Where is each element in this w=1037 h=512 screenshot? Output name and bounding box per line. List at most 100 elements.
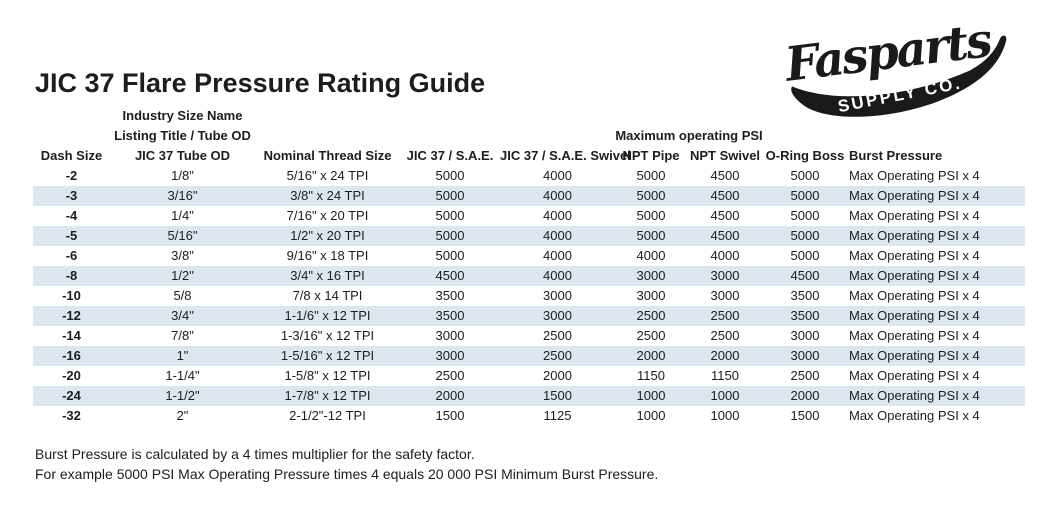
table-cell: 1150 [637,368,665,383]
column-header-row: Dash Size JIC 37 Tube OD Nominal Thread Si… [33,146,1025,166]
table-cell: 5/16" x 24 TPI [286,168,369,183]
table-cell: 4500 [435,268,465,283]
table-cell: 4500 [710,228,740,243]
industry-size-name-header: Industry Size Name [122,108,243,123]
table-cell: 4000 [710,248,740,263]
table-cell: -8 [65,268,78,283]
table-cell: 1500 [543,388,572,403]
table-cell: 5000 [435,208,465,223]
table-row: -3 3/16" 3/8" x 24 TPI 5000 4000 5000 4500 5000… [33,186,1025,206]
table-cell: Max Operating PSI x 4 [849,288,980,303]
table-cell: 2500 [543,328,572,343]
table-cell: Max Operating PSI x 4 [849,268,980,283]
table-cell: 4500 [710,168,740,183]
table-cell: -4 [65,208,78,223]
fasparts-logo-graphic: Fasparts SUPPLY CO. [780,13,1007,117]
table-cell: -32 [62,408,81,423]
table-row: -8 1/2" 3/4" x 16 TPI 4500 4000 3000 3000 4500 M… [33,266,1025,286]
table-cell: 5/16" [167,228,198,243]
table-cell: 4000 [543,228,572,243]
table-cell: Max Operating PSI x 4 [849,348,980,363]
table-cell: 5000 [636,228,666,243]
table-cell: 3000 [543,288,572,303]
table-cell: 2500 [636,308,666,323]
table-cell: 4500 [710,208,740,223]
table-cell: 2000 [790,388,820,403]
table-cell: -24 [62,388,81,403]
table-cell: 5000 [790,248,820,263]
table-cell: -16 [62,348,81,363]
table-cell: 2500 [435,368,465,383]
column-header: JIC 37 / S.A.E. [406,148,494,163]
table-cell: -20 [62,368,81,383]
table-cell: 1000 [710,388,740,403]
footer-notes: Burst Pressure is calculated by a 4 time… [35,444,658,484]
table-cell: 1/4" [171,208,194,223]
table-cell: 5000 [636,188,666,203]
table-row: -5 5/16" 1/2" x 20 TPI 5000 4000 5000 4500 5000… [33,226,1025,246]
column-header: NPT Pipe [622,148,680,163]
table-cell: Max Operating PSI x 4 [849,308,980,323]
logo-swoosh [791,35,1007,117]
table-cell: -6 [65,248,78,263]
table-cell: 3/4" [171,308,194,323]
table-cell: 4000 [543,188,572,203]
table-header: Industry Size Name Listing Title / Tube … [33,106,1025,166]
table-cell: 1-1/6" x 12 TPI [284,308,371,323]
table-cell: 2000 [636,348,666,363]
table-row: -6 3/8" 9/16" x 18 TPI 5000 4000 4000 4000 5000… [33,246,1025,266]
column-header: JIC 37 / S.A.E. Swivel [500,148,631,163]
pressure-rating-table: -2 1/8" 5/16" x 24 TPI 5000 4000 5000 4500 5000… [33,166,1025,426]
table-cell: -2 [65,168,78,183]
table-cell: 2500 [710,308,740,323]
table-cell: 5000 [790,208,820,223]
table-cell: Max Operating PSI x 4 [849,368,980,383]
table-cell: Max Operating PSI x 4 [849,408,980,423]
column-header: Burst Pressure [849,148,943,163]
table-cell: 3000 [543,308,572,323]
column-header: JIC 37 Tube OD [134,148,231,163]
table-cell: 5000 [435,248,465,263]
table-cell: 5000 [790,228,820,243]
column-header: Dash Size [40,148,103,163]
table-cell: 1/2" x 20 TPI [290,228,365,243]
table-cell: 3500 [435,308,465,323]
table-cell: 5000 [636,208,666,223]
table-cell: 2000 [435,388,465,403]
header-line-2: Listing Title / Tube OD Maximum operatin… [33,126,1025,146]
header-line-1: Industry Size Name [33,106,1025,126]
table-cell: 4000 [543,208,572,223]
table-cell: 2" [176,408,189,423]
table-cell: 2500 [710,328,740,343]
table-cell: 3500 [790,288,820,303]
column-header: NPT Swivel [689,148,761,163]
table-cell: Max Operating PSI x 4 [849,328,980,343]
table-cell: 9/16" x 18 TPI [286,248,369,263]
listing-title-header: Listing Title / Tube OD [114,128,251,143]
table-cell: 2500 [543,348,572,363]
table-cell: 1-7/8" x 12 TPI [284,388,371,403]
table-cell: 1000 [636,408,666,423]
table-cell: 4000 [543,268,572,283]
table-row: -14 7/8" 1-3/16" x 12 TPI 3000 2500 2500 2500 3… [33,326,1025,346]
table-cell: 3000 [790,328,820,343]
column-header: Nominal Thread Size [263,148,392,163]
table-row: -2 1/8" 5/16" x 24 TPI 5000 4000 5000 4500 5000… [33,166,1025,186]
table-cell: 4000 [636,248,666,263]
column-header: O-Ring Boss [765,148,845,163]
table-cell: 4000 [543,168,572,183]
table-cell: 7/8" [171,328,194,343]
table-cell: 1-3/16" x 12 TPI [280,328,375,343]
table-cell: 1/2" [171,268,194,283]
table-cell: 3/8" [171,248,194,263]
table-cell: Max Operating PSI x 4 [849,188,980,203]
table-cell: 1/8" [171,168,194,183]
table-cell: Max Operating PSI x 4 [849,168,980,183]
table-row: -32 2" 2-1/2"-12 TPI 1500 1125 1000 1000 1500 Ma… [33,406,1025,426]
table-cell: 5000 [435,228,465,243]
table-cell: Max Operating PSI x 4 [849,248,980,263]
table-cell: Max Operating PSI x 4 [849,208,980,223]
table-cell: 4000 [543,248,572,263]
table-cell: 3500 [435,288,465,303]
